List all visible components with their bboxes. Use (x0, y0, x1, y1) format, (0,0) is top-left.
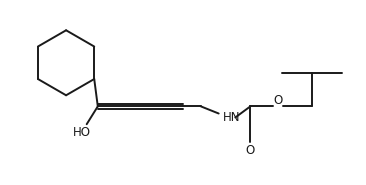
Text: O: O (246, 144, 255, 157)
Text: HO: HO (73, 126, 91, 139)
Text: O: O (273, 94, 283, 107)
Text: HN: HN (223, 111, 240, 124)
